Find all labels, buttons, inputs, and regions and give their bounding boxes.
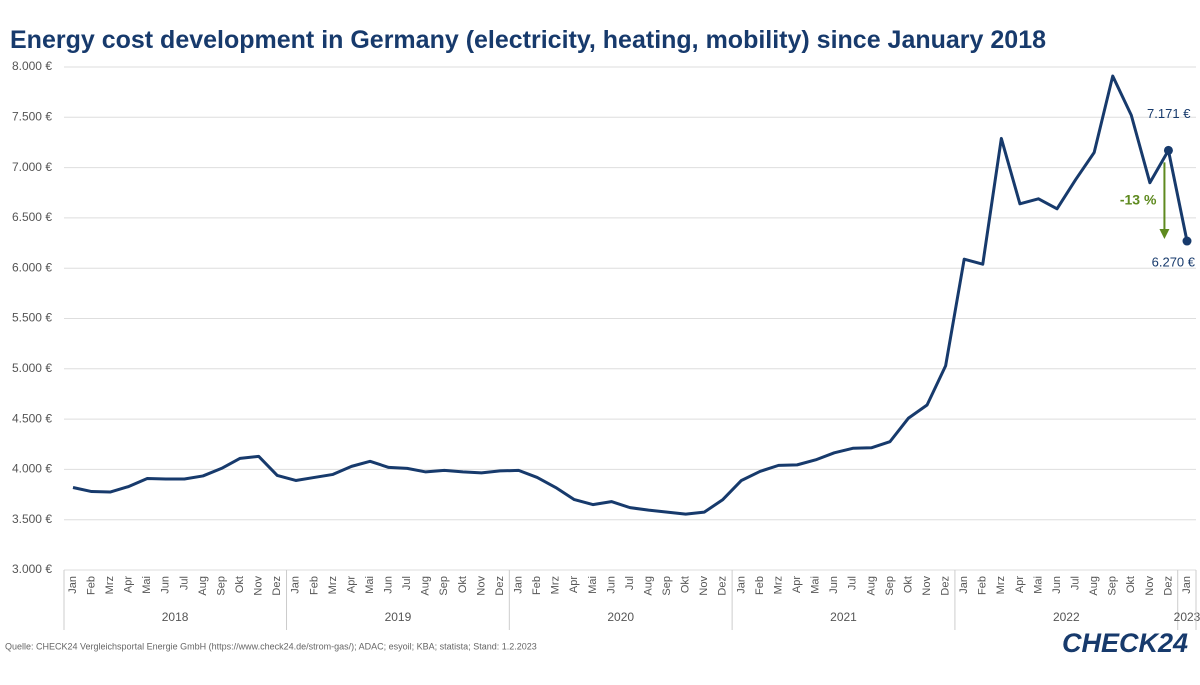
x-tick-label: Aug <box>865 576 877 596</box>
x-tick-label: Mrz <box>772 576 784 594</box>
x-tick-label: Apr <box>1014 576 1026 593</box>
year-label: 2019 <box>385 610 412 624</box>
x-tick-label: Apr <box>791 576 803 593</box>
change-arrowhead <box>1159 229 1170 240</box>
y-tick-label: 5.500 € <box>12 311 52 325</box>
y-tick-label: 7.000 € <box>12 160 52 174</box>
value-label: 7.171 € <box>1147 106 1191 121</box>
x-tick-label: Okt <box>457 576 469 593</box>
x-tick-label: Apr <box>568 576 580 593</box>
y-tick-label: 4.000 € <box>12 462 52 476</box>
x-tick-label: Jun <box>1051 576 1063 594</box>
x-tick-label: Aug <box>1088 576 1100 596</box>
x-tick-label: Aug <box>420 576 432 596</box>
x-tick-label: Feb <box>531 576 543 595</box>
x-tick-label: Feb <box>977 576 989 595</box>
source-note: Quelle: CHECK24 Vergleichsportal Energie… <box>5 641 537 651</box>
y-tick-label: 6.500 € <box>12 210 52 224</box>
x-tick-label: Okt <box>1125 576 1137 593</box>
y-tick-label: 8.000 € <box>12 59 52 73</box>
year-label: 2023 <box>1174 610 1200 624</box>
x-tick-label: Dez <box>494 576 506 596</box>
x-tick-label: Mrz <box>327 576 339 594</box>
x-tick-label: Jul <box>178 576 190 590</box>
x-tick-label: Mai <box>364 576 376 594</box>
point-marker <box>1182 236 1192 246</box>
x-tick-label: Mai <box>1032 576 1044 594</box>
chart-title: Energy cost development in Germany (elec… <box>10 26 1046 54</box>
x-tick-label: Jan <box>1181 576 1193 594</box>
y-tick-label: 3.500 € <box>12 512 52 526</box>
y-tick-label: 7.500 € <box>12 109 52 123</box>
year-label: 2018 <box>162 610 189 624</box>
year-label: 2021 <box>830 610 857 624</box>
x-tick-label: Feb <box>85 576 97 595</box>
x-tick-label: Sep <box>438 576 450 596</box>
x-tick-label: Sep <box>884 576 896 596</box>
x-tick-label: Jun <box>605 576 617 594</box>
x-tick-label: Okt <box>902 576 914 593</box>
x-tick-label: Jun <box>160 576 172 594</box>
x-tick-label: Jul <box>1070 576 1082 590</box>
x-tick-label: Mai <box>587 576 599 594</box>
x-tick-label: Nov <box>253 576 265 596</box>
x-tick-label: Dez <box>717 576 729 596</box>
x-tick-label: Okt <box>680 576 692 593</box>
x-tick-label: Jun <box>828 576 840 594</box>
change-annotation: -13 % <box>1120 191 1157 207</box>
y-tick-label: 6.000 € <box>12 260 52 274</box>
x-tick-label: Mai <box>141 576 153 594</box>
x-tick-label: Dez <box>940 576 952 596</box>
x-tick-label: Jan <box>67 576 79 594</box>
point-marker <box>1163 145 1173 155</box>
y-tick-label: 4.500 € <box>12 411 52 425</box>
value-label: 6.270 € <box>1152 254 1196 269</box>
x-tick-label: Jan <box>735 576 747 594</box>
x-tick-label: Aug <box>197 576 209 596</box>
x-tick-label: Sep <box>661 576 673 596</box>
y-tick-label: 5.000 € <box>12 361 52 375</box>
year-label: 2020 <box>607 610 634 624</box>
x-tick-label: Mrz <box>550 576 562 594</box>
x-tick-label: Dez <box>271 576 283 596</box>
x-tick-label: Nov <box>698 576 710 596</box>
x-tick-label: Nov <box>921 576 933 596</box>
x-tick-label: Feb <box>308 576 320 595</box>
line <box>72 74 1189 516</box>
x-tick-label: Jun <box>383 576 395 594</box>
x-tick-label: Sep <box>215 576 227 596</box>
logo: CHECK24 <box>1062 628 1188 658</box>
x-tick-label: Feb <box>754 576 766 595</box>
x-tick-label: Jan <box>958 576 970 594</box>
x-tick-label: Jan <box>513 576 525 594</box>
x-tick-label: Nov <box>1144 576 1156 596</box>
x-tick-label: Aug <box>642 576 654 596</box>
x-tick-label: Jul <box>624 576 636 590</box>
x-tick-label: Apr <box>345 576 357 593</box>
x-tick-label: Jul <box>401 576 413 590</box>
x-tick-label: Mrz <box>995 576 1007 594</box>
x-tick-label: Jul <box>847 576 859 590</box>
x-tick-label: Apr <box>123 576 135 593</box>
year-label: 2022 <box>1053 610 1080 624</box>
x-tick-label: Nov <box>475 576 487 596</box>
x-tick-label: Mrz <box>104 576 116 594</box>
x-tick-label: Jan <box>290 576 302 594</box>
x-tick-label: Sep <box>1107 576 1119 596</box>
x-tick-label: Mai <box>810 576 822 594</box>
x-tick-label: Dez <box>1162 576 1174 596</box>
x-tick-label: Okt <box>234 576 246 593</box>
y-tick-label: 3.000 € <box>12 562 52 576</box>
